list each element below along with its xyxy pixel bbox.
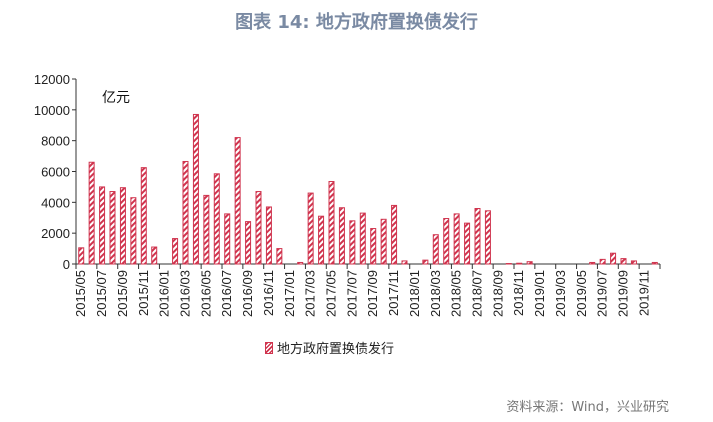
x-tick-label: 2017/03 — [303, 270, 318, 317]
x-tick-label: 2017/11 — [386, 270, 401, 316]
legend-swatch — [265, 341, 273, 354]
bar — [328, 181, 335, 265]
legend: 地方政府置换债发行 — [265, 338, 394, 357]
bar — [245, 221, 252, 265]
source-note: 资料来源：Wind，兴业研究 — [506, 400, 669, 415]
x-tick-label: 2017/09 — [365, 270, 380, 317]
bar — [192, 113, 199, 265]
x-tick-label: 2018/07 — [470, 270, 485, 317]
bar — [474, 208, 481, 265]
x-tick-label: 2016/11 — [261, 270, 276, 316]
bar — [443, 218, 450, 265]
bar — [349, 220, 356, 265]
bar — [370, 228, 377, 265]
x-tick-label: 2019/05 — [574, 270, 589, 317]
x-tick-label: 2019/03 — [553, 270, 568, 317]
x-tick-label: 2017/07 — [344, 270, 359, 317]
bar — [610, 252, 617, 265]
bar — [297, 261, 304, 265]
bar — [276, 248, 283, 265]
bar — [432, 234, 439, 265]
bar — [401, 260, 408, 265]
y-tick-label: 0 — [63, 257, 70, 272]
bar — [203, 194, 210, 265]
bar — [99, 186, 106, 265]
x-tick-label: 2018/03 — [428, 270, 443, 317]
bar — [182, 160, 189, 265]
bar — [78, 247, 85, 265]
x-tick-label: 2015/05 — [73, 270, 88, 317]
bar — [380, 218, 387, 265]
x-tick-label: 2016/07 — [219, 270, 234, 317]
bar — [422, 259, 429, 265]
bar — [234, 137, 241, 265]
x-tick-label: 2019/01 — [532, 270, 547, 317]
bar — [88, 161, 95, 265]
x-tick-label: 2016/01 — [157, 270, 172, 317]
y-tick-label: 6000 — [41, 165, 70, 180]
x-tick-label: 2018/01 — [407, 270, 422, 317]
bar — [119, 187, 126, 265]
x-tick-label: 2018/05 — [449, 270, 464, 317]
bar — [526, 261, 533, 265]
y-tick-label: 2000 — [41, 226, 70, 241]
bar — [516, 262, 523, 265]
x-tick-label: 2015/11 — [136, 270, 151, 316]
bar — [630, 260, 637, 265]
bar — [151, 246, 158, 265]
bar — [213, 173, 220, 265]
x-tick-label: 2017/01 — [282, 270, 297, 317]
x-tick-label: 2017/05 — [324, 270, 339, 317]
x-tick-label: 2016/03 — [178, 270, 193, 317]
bar — [453, 213, 460, 265]
x-tick-label: 2016/09 — [240, 270, 255, 317]
bar — [172, 238, 179, 265]
bar — [359, 212, 366, 265]
y-tick-label: 8000 — [41, 134, 70, 149]
legend-label: 地方政府置换债发行 — [277, 342, 395, 357]
unit-label: 亿元 — [102, 90, 130, 106]
bar — [307, 192, 314, 265]
y-tick-label: 12000 — [34, 72, 70, 87]
x-tick-label: 2019/07 — [595, 270, 610, 317]
x-tick-label: 2018/09 — [490, 270, 505, 317]
bar — [484, 210, 491, 265]
bar — [224, 213, 231, 265]
x-tick-label: 2016/05 — [198, 270, 213, 317]
y-tick-label: 10000 — [34, 103, 70, 118]
bar — [265, 206, 272, 265]
bar — [255, 191, 262, 265]
bar — [651, 261, 658, 265]
x-tick-label: 2015/07 — [94, 270, 109, 317]
bar — [464, 222, 471, 265]
bar — [109, 191, 116, 265]
x-tick-label: 2015/09 — [115, 270, 130, 317]
bar — [130, 197, 137, 265]
x-tick-label: 2019/09 — [616, 270, 631, 317]
bar — [620, 258, 627, 265]
bar — [318, 215, 325, 265]
y-tick-label: 4000 — [41, 195, 70, 210]
bar — [140, 167, 147, 265]
chart-title: 图表 14: 地方政府置换债发行 — [235, 12, 478, 33]
x-tick-label: 2019/11 — [636, 270, 651, 316]
bar — [391, 204, 398, 265]
bar — [338, 207, 345, 265]
bar — [589, 261, 596, 265]
x-tick-label: 2018/11 — [511, 270, 526, 316]
bar — [599, 258, 606, 265]
